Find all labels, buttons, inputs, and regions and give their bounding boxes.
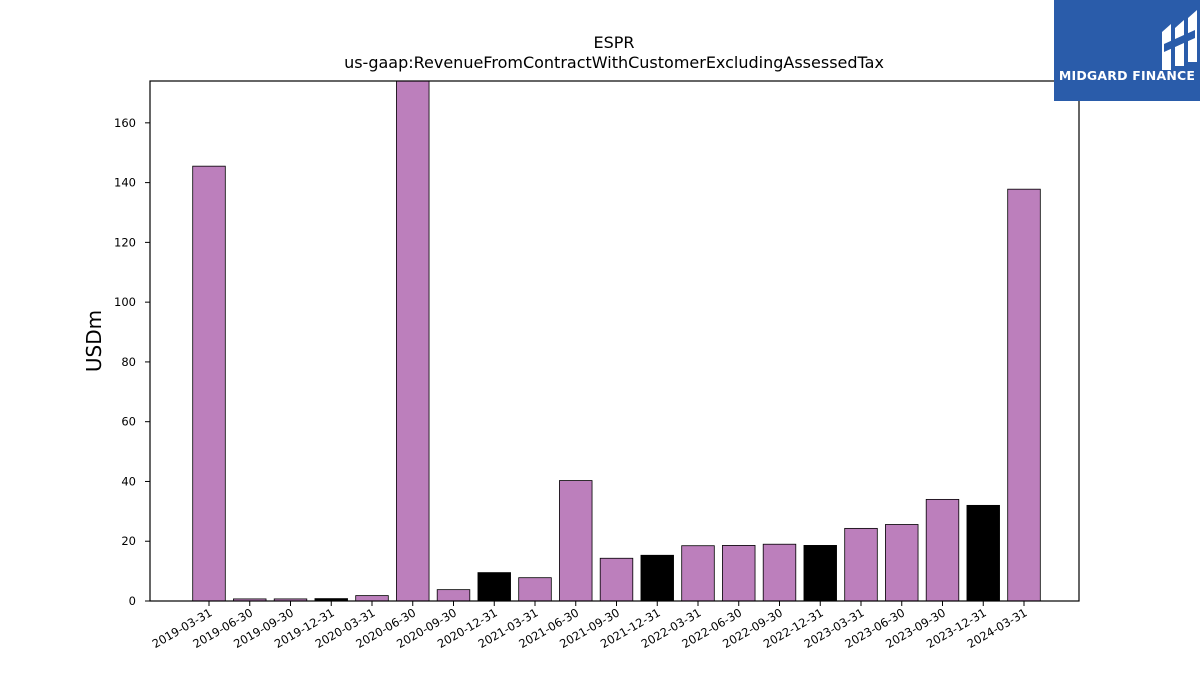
bar-2022-03-31 [681,545,715,602]
bar-2020-03-31 [355,595,389,602]
y-tick-label: 160 [114,116,136,130]
y-tick-label: 100 [114,295,136,309]
y-axis-label: USDm [82,310,106,372]
bar-2022-12-31 [803,545,837,602]
y-tick-label: 40 [121,474,136,488]
bar-2022-09-30 [762,543,797,602]
plot-frame [149,80,1080,602]
bar-2019-03-31 [192,165,226,602]
bar-2021-12-31 [640,554,674,602]
y-tick-label: 0 [129,594,136,608]
logo-text: MIDGARD FINANCE [1058,68,1196,83]
chart-title: ESPR [593,33,634,52]
bar-2023-12-31 [966,504,1000,602]
y-tick-label: 20 [121,534,136,548]
bar-2021-03-31 [518,577,552,602]
bar-2021-06-30 [559,480,593,602]
bar-2021-09-30 [599,557,634,602]
midgard-logo-icon [1162,10,1197,70]
bar-2023-06-30 [885,524,919,602]
y-tick-label: 120 [114,235,136,249]
y-tick-label: 60 [121,415,136,429]
midgard-logo: MIDGARD FINANCE [1054,0,1200,101]
y-tick-label: 140 [114,176,136,190]
bar-2022-06-30 [722,545,756,602]
bar-2024-03-31 [1007,188,1041,602]
y-tick-label: 80 [121,355,136,369]
bar-2020-06-30 [396,80,430,602]
bar-2023-09-30 [925,498,960,602]
bar-2020-09-30 [436,589,471,602]
bar-2023-03-31 [844,527,878,602]
chart-subtitle: us-gaap:RevenueFromContractWithCustomerE… [344,53,884,72]
bar-2020-12-31 [477,572,511,602]
